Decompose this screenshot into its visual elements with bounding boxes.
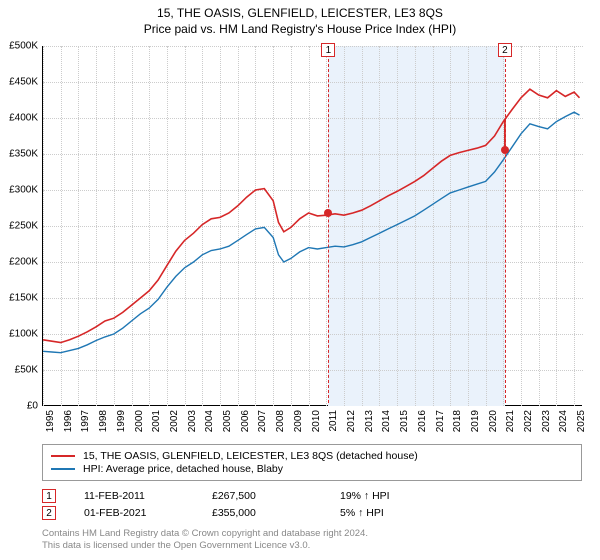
x-tick-label: 2007: [257, 410, 268, 432]
y-tick-label: £50K: [0, 365, 38, 376]
marker-row: 2 01-FEB-2021 £355,000 5% ↑ HPI: [42, 506, 582, 520]
marker-delta: 19% ↑ HPI: [340, 490, 440, 502]
legend-item: HPI: Average price, detached house, Blab…: [51, 463, 573, 475]
marker-table: 1 11-FEB-2011 £267,500 19% ↑ HPI 2 01-FE…: [42, 486, 582, 523]
y-tick-label: £400K: [0, 113, 38, 124]
x-tick-label: 2021: [505, 410, 516, 432]
x-tick-label: 2014: [381, 410, 392, 432]
y-tick-label: £0: [0, 401, 38, 412]
marker-delta: 5% ↑ HPI: [340, 507, 440, 519]
x-tick-label: 2025: [576, 410, 587, 432]
x-tick-label: 1999: [116, 410, 127, 432]
x-tick-label: 2006: [240, 410, 251, 432]
x-tick-label: 1995: [45, 410, 56, 432]
y-tick-label: £350K: [0, 149, 38, 160]
chart-area: 12 £0£50K£100K£150K£200K£250K£300K£350K£…: [42, 46, 582, 406]
x-tick-label: 2013: [364, 410, 375, 432]
footer-line: Contains HM Land Registry data © Crown c…: [42, 528, 368, 540]
x-tick-label: 2004: [204, 410, 215, 432]
footer-line: This data is licensed under the Open Gov…: [42, 540, 368, 552]
marker-row: 1 11-FEB-2011 £267,500 19% ↑ HPI: [42, 489, 582, 503]
chart-subtitle: Price paid vs. HM Land Registry's House …: [0, 22, 600, 36]
x-tick-label: 2011: [328, 410, 339, 432]
chart-title: 15, THE OASIS, GLENFIELD, LEICESTER, LE3…: [0, 6, 600, 20]
x-tick-label: 2018: [452, 410, 463, 432]
x-tick-label: 2009: [293, 410, 304, 432]
x-tick-label: 1996: [63, 410, 74, 432]
legend: 15, THE OASIS, GLENFIELD, LEICESTER, LE3…: [42, 444, 582, 481]
x-tick-label: 1998: [98, 410, 109, 432]
marker-date: 11-FEB-2011: [84, 490, 184, 502]
x-tick-label: 2003: [187, 410, 198, 432]
x-axis-labels: 1995199619971998199920002001200220032004…: [42, 46, 582, 406]
x-tick-label: 2002: [169, 410, 180, 432]
legend-label: HPI: Average price, detached house, Blab…: [83, 463, 283, 475]
x-tick-label: 2012: [346, 410, 357, 432]
footer: Contains HM Land Registry data © Crown c…: [42, 528, 368, 553]
marker-date: 01-FEB-2021: [84, 507, 184, 519]
x-tick-label: 1997: [80, 410, 91, 432]
legend-swatch: [51, 468, 75, 470]
legend-swatch: [51, 455, 75, 457]
y-tick-label: £250K: [0, 221, 38, 232]
y-tick-label: £450K: [0, 77, 38, 88]
x-tick-label: 2017: [435, 410, 446, 432]
marker-badge: 2: [42, 506, 56, 520]
marker-price: £267,500: [212, 490, 312, 502]
x-tick-label: 2015: [399, 410, 410, 432]
chart-container: 15, THE OASIS, GLENFIELD, LEICESTER, LE3…: [0, 0, 600, 560]
legend-label: 15, THE OASIS, GLENFIELD, LEICESTER, LE3…: [83, 450, 418, 462]
x-tick-label: 2022: [523, 410, 534, 432]
x-tick-label: 2016: [417, 410, 428, 432]
x-tick-label: 2024: [558, 410, 569, 432]
y-tick-label: £150K: [0, 293, 38, 304]
legend-item: 15, THE OASIS, GLENFIELD, LEICESTER, LE3…: [51, 450, 573, 462]
x-tick-label: 2001: [151, 410, 162, 432]
marker-badge: 1: [42, 489, 56, 503]
x-tick-label: 2019: [470, 410, 481, 432]
x-tick-label: 2008: [275, 410, 286, 432]
x-tick-label: 2000: [134, 410, 145, 432]
y-tick-label: £300K: [0, 185, 38, 196]
y-tick-label: £200K: [0, 257, 38, 268]
x-tick-label: 2005: [222, 410, 233, 432]
y-tick-label: £100K: [0, 329, 38, 340]
x-tick-label: 2020: [488, 410, 499, 432]
title-block: 15, THE OASIS, GLENFIELD, LEICESTER, LE3…: [0, 0, 600, 36]
x-tick-label: 2010: [311, 410, 322, 432]
x-tick-label: 2023: [541, 410, 552, 432]
marker-price: £355,000: [212, 507, 312, 519]
y-tick-label: £500K: [0, 41, 38, 52]
